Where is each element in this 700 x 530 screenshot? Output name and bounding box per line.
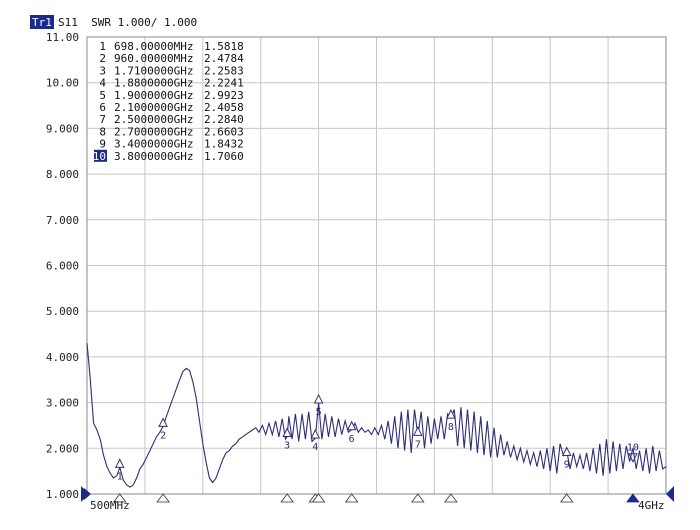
y-tick-label: 3.000 — [46, 397, 79, 410]
marker-4-label: 4 — [312, 442, 318, 453]
y-tick-label: 6.000 — [46, 260, 79, 273]
bottom-marker-indicators — [81, 486, 674, 503]
trace — [86, 343, 667, 488]
marker-table-value: 1.8432 — [204, 138, 244, 151]
marker-1-triangle[interactable] — [114, 458, 125, 468]
marker-table-num: 8 — [99, 125, 106, 138]
marker-table-freq: 698.00000MHz — [114, 40, 193, 53]
marker-9-bottom-indicator[interactable] — [559, 493, 574, 503]
marker-table-freq: 2.7000000GHz — [114, 125, 193, 138]
marker-2-triangle[interactable] — [158, 417, 168, 427]
x-start-label: 500MHz — [90, 499, 130, 512]
marker-table-value: 2.9923 — [204, 89, 244, 102]
marker-8-label: 8 — [448, 422, 454, 433]
y-tick-label: 8.000 — [46, 168, 79, 181]
trace-description: S11 SWR 1.000/ 1.000 — [58, 16, 197, 29]
marker-table-freq: 2.5000000GHz — [114, 113, 193, 126]
y-tick-label: 4.000 — [46, 351, 79, 364]
marker-8-bottom-indicator[interactable] — [444, 493, 458, 503]
marker-table-freq: 2.1000000GHz — [114, 101, 193, 114]
marker-1-bottom-indicator[interactable] — [112, 493, 127, 503]
marker-table-num: 10 — [93, 150, 106, 163]
trace-badge[interactable]: Tr1 — [32, 16, 52, 29]
marker-4-triangle[interactable] — [310, 428, 321, 439]
marker-table-num: 3 — [99, 64, 106, 77]
marker-10-triangle[interactable] — [628, 453, 638, 463]
plot-frame — [86, 36, 667, 495]
marker-9-triangle[interactable] — [561, 446, 572, 456]
marker-table-freq: 1.8800000GHz — [114, 77, 193, 90]
marker-7-bottom-indicator[interactable] — [411, 493, 425, 503]
marker-table-num: 7 — [99, 113, 106, 126]
marker-table-value: 1.7060 — [204, 150, 244, 163]
marker-9-label: 9 — [564, 459, 570, 470]
marker-table-freq: 1.7100000GHz — [114, 64, 193, 77]
trace-badge-bg — [30, 15, 54, 29]
y-tick-label: 11.00 — [46, 31, 79, 44]
marker-6-label: 6 — [349, 434, 355, 445]
marker-table-freq: 3.8000000GHz — [114, 150, 193, 163]
marker-table-num: 1 — [99, 40, 106, 53]
stop-pointer-icon — [666, 486, 674, 502]
marker-3-triangle[interactable] — [282, 427, 292, 437]
y-axis-ticks: 11.00 10.00 9.000 8.000 7.000 6.000 5.000 4.000… — [46, 31, 79, 501]
marker-3-bottom-indicator[interactable] — [280, 493, 294, 503]
marker-3-label: 3 — [284, 440, 290, 451]
marker-5-bottom-indicator[interactable] — [311, 493, 326, 503]
y-tick-label: 1.000 — [46, 488, 79, 501]
y-tick-label: 5.000 — [46, 305, 79, 318]
marker-5-label: 5 — [316, 407, 322, 418]
marker-table-value: 2.4058 — [204, 101, 244, 114]
marker-2-bottom-indicator[interactable] — [156, 493, 170, 503]
marker-8-triangle[interactable] — [446, 409, 456, 419]
reference-pointer-icon — [84, 488, 91, 500]
x-stop-label: 4GHz — [638, 499, 665, 512]
marker-table-value: 2.2583 — [204, 64, 244, 77]
marker-7-triangle[interactable] — [413, 426, 423, 436]
swr-trace-line — [86, 343, 667, 488]
marker-10-label: 10 — [627, 443, 639, 454]
marker-6-triangle[interactable] — [346, 420, 357, 431]
marker-table-value: 2.2241 — [204, 77, 244, 90]
grid — [87, 37, 666, 494]
active-marker-highlight — [94, 149, 107, 162]
marker-table-num: 4 — [99, 77, 106, 90]
marker-table-num: 2 — [99, 52, 106, 65]
marker-table-num: 9 — [99, 138, 106, 151]
y-tick-label: 9.000 — [46, 122, 79, 135]
y-tick-label: 2.000 — [46, 442, 79, 455]
marker-7-label: 7 — [415, 439, 421, 450]
marker-table-value: 2.2840 — [204, 113, 244, 126]
y-tick-label: 7.000 — [46, 214, 79, 227]
marker-table-num: 6 — [99, 101, 106, 114]
marker-table-freq: 960.00000MHz — [114, 52, 193, 65]
marker-table-freq: 1.9000000GHz — [114, 89, 193, 102]
marker-6-bottom-indicator[interactable] — [344, 493, 359, 503]
marker-table-freq: 3.4000000GHz — [114, 138, 193, 151]
marker-table-value: 1.5818 — [204, 40, 244, 53]
marker-2-label: 2 — [160, 430, 166, 441]
y-tick-label: 10.00 — [46, 77, 79, 90]
markers: 1 2 3 4 5 6 7 8 9 10 — [114, 393, 639, 482]
marker-10-bottom-indicator[interactable] — [626, 493, 640, 503]
marker-table-value: 2.4784 — [204, 52, 244, 65]
marker-5-triangle[interactable] — [313, 393, 324, 404]
marker-table-num: 5 — [99, 89, 106, 102]
marker-1-label: 1 — [117, 471, 123, 482]
marker-table-value: 2.6603 — [204, 125, 244, 138]
